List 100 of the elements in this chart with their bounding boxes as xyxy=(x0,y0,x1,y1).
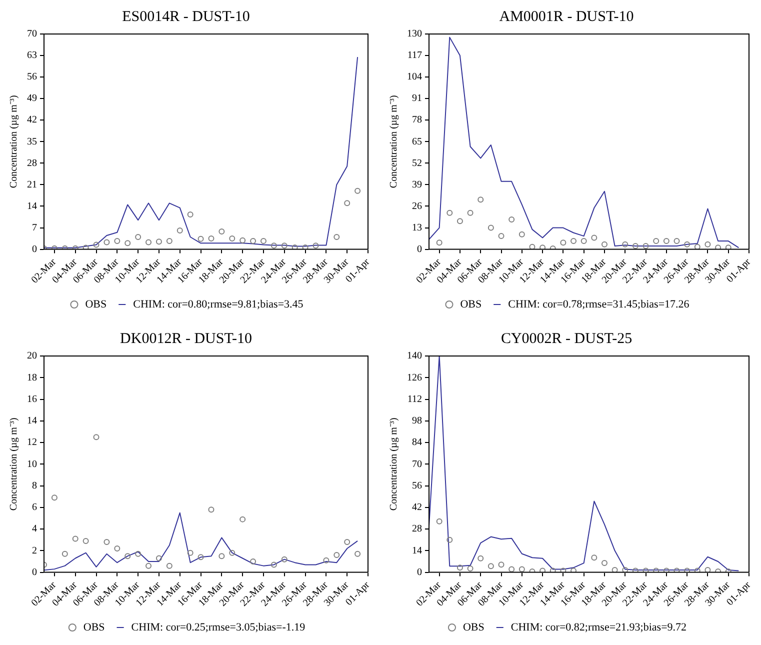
y-tick-label: 140 xyxy=(407,350,422,362)
point xyxy=(653,238,660,244)
point xyxy=(292,244,298,250)
point xyxy=(540,244,546,250)
point xyxy=(176,228,183,234)
legend-label: OBS xyxy=(83,621,105,634)
y-tick-label: 56 xyxy=(27,72,37,83)
y-tick-label: 20 xyxy=(27,350,37,362)
point xyxy=(684,568,690,572)
point xyxy=(436,240,442,246)
point xyxy=(218,553,225,560)
point xyxy=(146,239,152,246)
y-tick-label: 28 xyxy=(412,524,422,535)
point xyxy=(208,506,214,513)
point xyxy=(198,554,204,560)
y-tick-label: 42 xyxy=(27,114,37,126)
y-tick-label: 0 xyxy=(417,244,422,255)
point xyxy=(104,239,110,246)
point xyxy=(467,565,474,572)
point xyxy=(93,242,100,248)
point xyxy=(632,242,638,249)
point xyxy=(166,238,172,244)
y-tick-label: 78 xyxy=(412,114,422,126)
point xyxy=(82,244,89,250)
y-tick-label: 0 xyxy=(32,244,37,255)
point xyxy=(570,238,577,244)
point xyxy=(114,238,120,244)
point xyxy=(229,236,236,242)
point xyxy=(456,564,463,571)
point xyxy=(124,240,131,246)
y-axis-title: Concentration (µg m⁻³) xyxy=(388,95,400,188)
point xyxy=(704,241,711,248)
y-tick-label: 126 xyxy=(407,372,422,384)
legend-label: OBS xyxy=(462,621,484,634)
y-tick-label: 13 xyxy=(412,222,422,234)
y-tick-label: 10 xyxy=(27,458,37,470)
y-tick-label: 91 xyxy=(412,93,422,104)
point xyxy=(488,563,494,570)
point xyxy=(436,518,442,524)
point xyxy=(642,568,649,572)
point xyxy=(478,555,484,562)
point xyxy=(146,562,152,569)
y-tick-label: 14 xyxy=(27,416,37,427)
y-tick-label: 2 xyxy=(32,545,37,556)
chart-title: CY0002R - DUST-25 xyxy=(500,330,632,347)
y-tick-label: 18 xyxy=(27,372,37,384)
point xyxy=(529,244,536,250)
y-tick-label: 39 xyxy=(412,179,422,190)
y-tick-label: 12 xyxy=(27,437,37,448)
y-tick-label: 35 xyxy=(27,136,37,148)
point xyxy=(663,568,670,572)
point xyxy=(570,568,577,572)
point xyxy=(488,224,494,231)
point xyxy=(229,550,236,556)
point xyxy=(240,516,246,522)
y-tick-label: 4 xyxy=(32,524,37,535)
point xyxy=(82,538,89,544)
point xyxy=(518,231,525,238)
y-tick-label: 63 xyxy=(27,50,37,62)
y-tick-label: 70 xyxy=(412,458,422,470)
point xyxy=(104,539,110,546)
point xyxy=(334,234,340,240)
point xyxy=(478,196,484,203)
y-tick-label: 6 xyxy=(32,502,37,514)
point xyxy=(187,550,194,556)
point xyxy=(508,566,515,572)
point xyxy=(72,536,78,542)
y-tick-label: 112 xyxy=(407,394,422,405)
y-tick-label: 52 xyxy=(412,158,422,169)
y-tick-label: 14 xyxy=(27,200,37,212)
legend-label: CHIM: cor=0.78;rmse=31.45;bias=17.26 xyxy=(508,298,690,310)
y-axis-title: Concentration (µg m⁻³) xyxy=(388,418,400,511)
point xyxy=(725,244,732,250)
legend-label: CHIM: cor=0.25;rmse=3.05;bias=-1.19 xyxy=(131,621,306,634)
point xyxy=(550,568,556,572)
y-tick-label: 0 xyxy=(417,566,422,578)
point xyxy=(456,218,463,224)
y-tick-label: 8 xyxy=(32,480,37,492)
legend-label: CHIM: cor=0.82;rmse=21.93;bias=9.72 xyxy=(510,621,687,634)
point xyxy=(642,242,649,249)
y-tick-label: 84 xyxy=(412,437,422,448)
point xyxy=(198,236,204,242)
point xyxy=(51,494,58,501)
y-tick-label: 70 xyxy=(27,28,37,40)
chart-title: AM0001R - DUST-10 xyxy=(499,8,634,25)
point xyxy=(498,233,504,240)
point xyxy=(653,568,660,572)
point xyxy=(612,566,618,572)
legend-label: OBS xyxy=(460,298,482,310)
point xyxy=(218,228,225,234)
y-tick-label: 42 xyxy=(412,502,422,514)
point xyxy=(715,244,722,250)
point xyxy=(344,539,350,546)
point xyxy=(498,562,504,568)
point xyxy=(591,234,598,241)
point xyxy=(354,188,361,194)
point xyxy=(632,568,638,572)
y-tick-label: 21 xyxy=(27,179,37,190)
point xyxy=(601,241,608,248)
point xyxy=(323,557,330,564)
